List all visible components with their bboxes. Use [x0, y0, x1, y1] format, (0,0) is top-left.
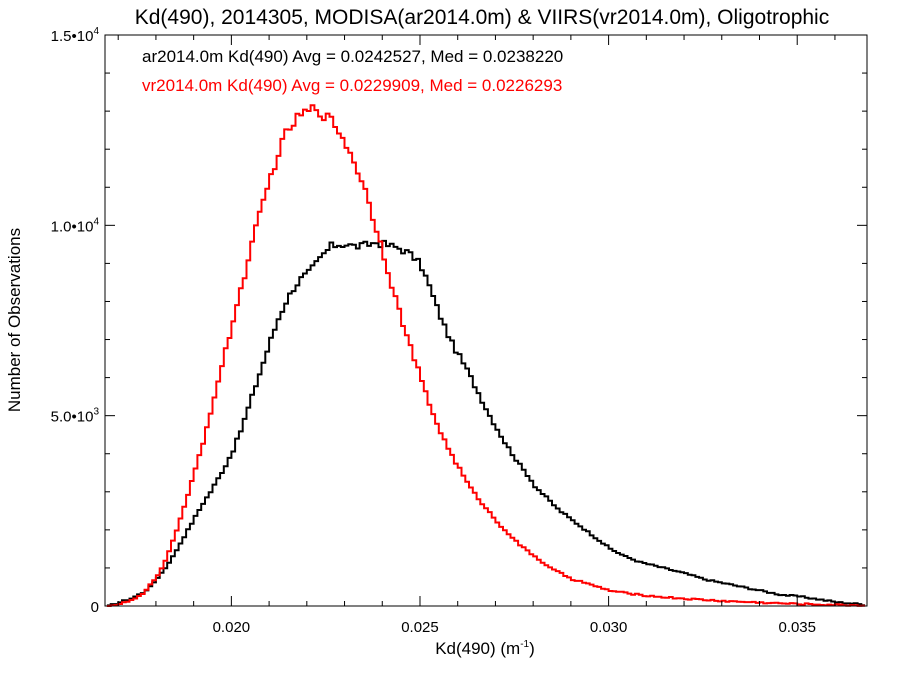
x-tick-label-2: 0.030	[590, 619, 628, 636]
x-axis-label-superscript: -1	[520, 639, 529, 650]
x-axis-label-main: Kd(490) (m	[435, 639, 520, 658]
legend-entry-0: ar2014.0m Kd(490) Avg = 0.0242527, Med =…	[142, 47, 563, 66]
y-tick-label-1: 5.0•103	[51, 407, 100, 426]
plot-frame	[104, 34, 868, 607]
series-layer	[106, 104, 866, 607]
x-tick-label-1: 0.025	[401, 619, 439, 636]
axes-layer: 0.020 0.025 0.030 0.035 0 5.0•103 1.0•104 1.5•1…	[51, 26, 868, 636]
chart-title: Kd(490), 2014305, MODISA(ar2014.0m) & VI…	[135, 6, 829, 29]
legend-entry-1: vr2014.0m Kd(490) Avg = 0.0229909, Med =…	[142, 76, 562, 95]
x-axis-label-tail: )	[529, 639, 535, 658]
legend: ar2014.0m Kd(490) Avg = 0.0242527, Med =…	[142, 47, 563, 95]
x-tick-label-3: 0.035	[778, 619, 816, 636]
series-line-1	[106, 104, 866, 607]
series-line-0	[106, 239, 866, 607]
y-tick-label-0: 0	[91, 599, 99, 616]
y-axis-label: Number of Observations	[5, 228, 24, 412]
y-tick-label-2: 1.0•104	[51, 216, 100, 235]
x-axis-label: Kd(490) (m-1)	[435, 639, 535, 658]
y-tick-label-3: 1.5•104	[51, 26, 100, 45]
x-tick-label-0: 0.020	[213, 619, 251, 636]
